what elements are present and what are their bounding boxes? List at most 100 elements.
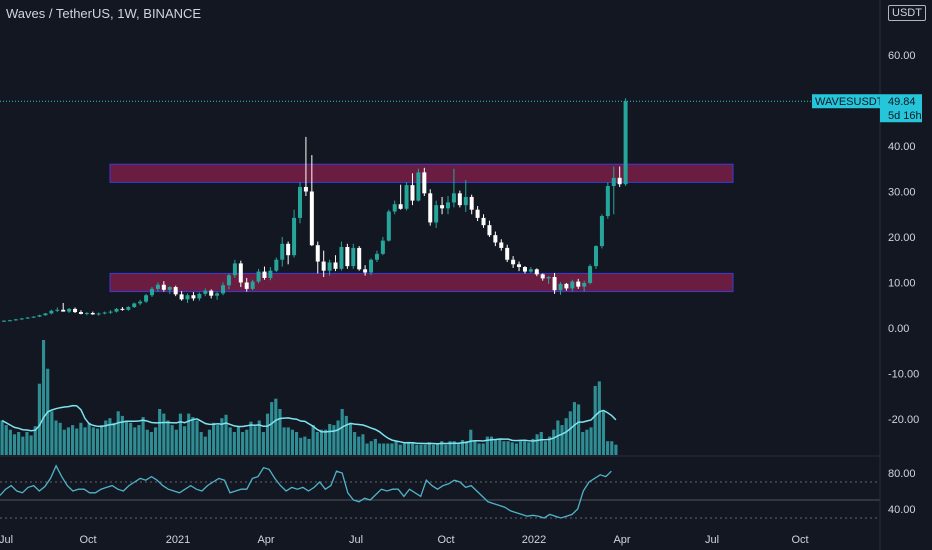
y-tick-label: 20.00 <box>888 232 916 244</box>
candle-body <box>511 259 516 265</box>
volume-bar <box>58 422 62 455</box>
volume-bar <box>473 441 477 455</box>
volume-bar <box>411 442 415 455</box>
volume-bar <box>319 429 324 455</box>
candle-body <box>386 211 391 241</box>
y-tick-label: -20.00 <box>888 414 919 426</box>
volume-bar <box>502 441 506 455</box>
x-tick-label: 2021 <box>166 534 190 546</box>
volume-bar <box>274 398 278 455</box>
volume-bar <box>348 422 353 455</box>
volume-bar <box>25 432 29 455</box>
volume-bar <box>149 432 153 455</box>
volume-bar <box>597 381 601 455</box>
volume-bar <box>66 427 71 455</box>
candle-body <box>150 288 154 296</box>
candle-body <box>475 209 480 218</box>
volume-bar <box>448 441 452 455</box>
volume-bar <box>344 415 348 455</box>
volume-bar <box>465 441 469 455</box>
candle-body <box>197 293 202 299</box>
volume-bar <box>469 429 473 455</box>
volume-bar <box>311 425 315 455</box>
candle-body <box>67 308 72 312</box>
volume-bar <box>444 444 448 455</box>
candle-body <box>493 235 498 243</box>
volume-bar <box>195 420 199 455</box>
volume-bar <box>518 441 523 455</box>
candle-body <box>25 317 30 319</box>
candle-body <box>599 216 604 247</box>
volume-bar <box>589 427 593 455</box>
candle-body <box>410 185 415 201</box>
volume-bar <box>79 422 83 455</box>
volume-bar <box>29 435 33 455</box>
axis-panel <box>880 0 932 550</box>
candle-body <box>315 245 320 262</box>
volume-bar <box>166 420 170 455</box>
volume-bar <box>340 409 344 455</box>
volume-bar <box>133 427 137 455</box>
candle-body <box>191 295 196 299</box>
candle-body <box>363 269 368 273</box>
volume-bar <box>560 425 564 455</box>
candle-body <box>250 281 255 289</box>
candle-body <box>416 172 421 201</box>
volume-bar <box>8 429 12 455</box>
volume-bar <box>361 434 365 455</box>
volume-bar <box>224 414 228 455</box>
volume-bar <box>460 440 465 455</box>
volume-bar <box>286 427 290 455</box>
x-tick-label: Apr <box>613 534 630 546</box>
candle-body <box>611 177 616 187</box>
candle-body <box>469 196 474 210</box>
volume-bar <box>606 441 610 455</box>
candle-body <box>552 277 557 291</box>
candle-body <box>605 186 610 217</box>
volume-bar <box>510 442 514 455</box>
volume-bar <box>386 443 390 455</box>
support-resistance-zones <box>109 163 734 293</box>
volume-bar <box>249 421 253 455</box>
candle-body <box>321 261 326 271</box>
volume-bar <box>315 432 319 455</box>
candle-body <box>303 186 308 192</box>
candle-body <box>546 277 551 279</box>
candle-body <box>392 204 397 212</box>
volume-bar <box>220 418 224 455</box>
candle-body <box>244 282 249 289</box>
candle-body <box>380 240 385 254</box>
candle-body <box>96 313 101 315</box>
volume-bar <box>187 413 191 455</box>
candle-body <box>594 246 598 267</box>
volume-bar <box>556 420 560 455</box>
volume-bar <box>21 436 25 455</box>
volume-bar <box>328 423 332 455</box>
candle-body <box>7 320 12 322</box>
candle-body <box>37 315 42 317</box>
volume-bar <box>137 425 141 455</box>
candles <box>2 98 628 322</box>
currency-badge[interactable]: USDT <box>888 5 926 21</box>
volume-ma-line <box>1 404 617 445</box>
volume-bar <box>232 432 236 455</box>
volume-bar <box>572 402 577 455</box>
volume-bar <box>129 422 133 455</box>
candle-body <box>481 217 486 226</box>
candle-body <box>517 264 522 268</box>
candle-body <box>73 308 78 313</box>
x-tick-label: Jul <box>705 534 719 546</box>
candle-body <box>434 205 439 223</box>
candle-body <box>564 283 569 289</box>
volume-bar <box>87 422 91 455</box>
candle-body <box>505 247 510 260</box>
volume-bar <box>402 443 406 455</box>
x-tick-label: Apr <box>257 534 274 546</box>
candle-body <box>487 225 492 236</box>
candle-body <box>268 270 273 278</box>
candle-body <box>274 259 279 271</box>
candle-body <box>286 243 291 256</box>
candle-body <box>327 262 332 271</box>
